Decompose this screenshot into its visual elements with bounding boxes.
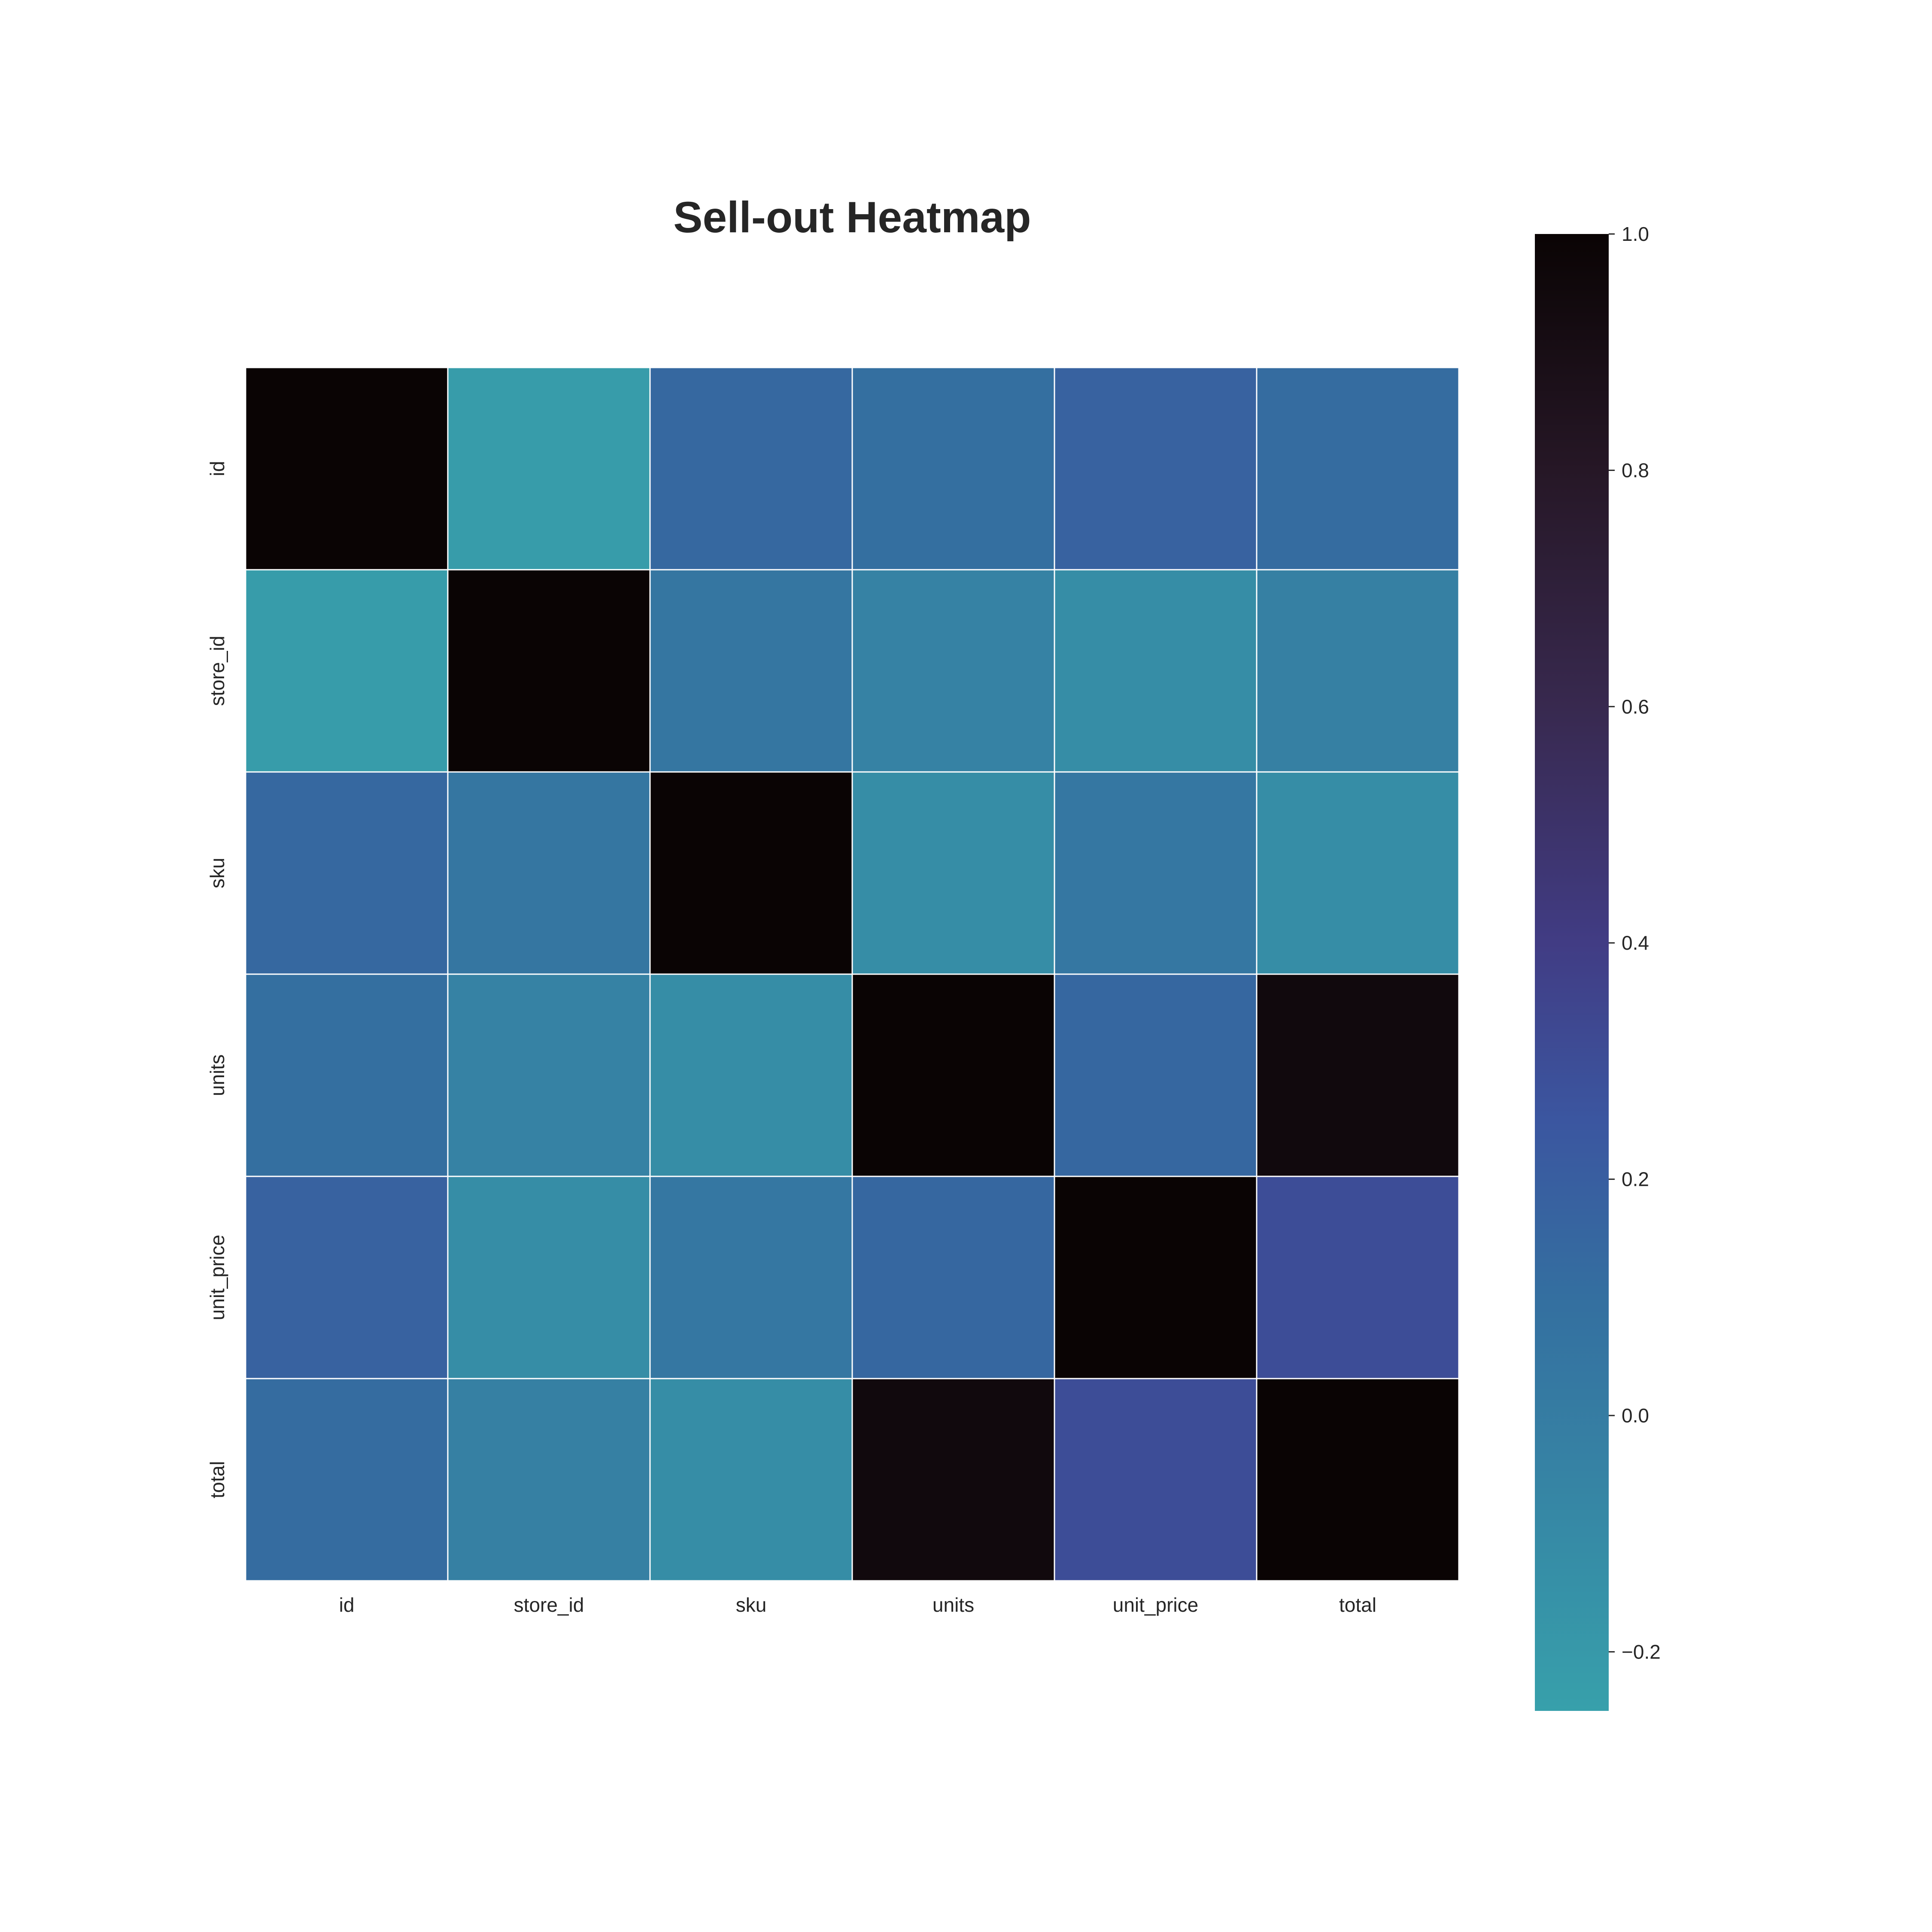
x-tick-label: units [933, 1594, 974, 1616]
y-tick-label: total [206, 1461, 228, 1498]
x-tick-label: store_id [514, 1594, 584, 1616]
heatmap-cell-store_id-store_id [447, 569, 651, 773]
colorbar-tick-label: 0.0 [1622, 1404, 1649, 1427]
heatmap-cell-unit_price-units [851, 1176, 1055, 1379]
heatmap-cell-unit_price-id [245, 1176, 449, 1379]
heatmap-cell-units-id [245, 973, 449, 1177]
chart-title: Sell-out Heatmap [673, 193, 1031, 242]
heatmap-cell-units-sku [649, 973, 853, 1177]
heatmap-cell-total-unit_price [1054, 1378, 1258, 1582]
heatmap-cell-store_id-units [851, 569, 1055, 773]
heatmap-cell-sku-units [851, 771, 1055, 975]
colorbar-tick-label: 0.4 [1622, 932, 1649, 954]
colorbar-tick-label: −0.2 [1622, 1640, 1661, 1663]
heatmap-cell-id-id [245, 367, 449, 571]
heatmap-cell-store_id-id [245, 569, 449, 773]
heatmap-cell-total-sku [649, 1378, 853, 1582]
heatmap-cell-sku-store_id [447, 771, 651, 975]
heatmap-cell-unit_price-total [1256, 1176, 1460, 1379]
x-tick-label: total [1339, 1594, 1376, 1616]
heatmap-cell-id-unit_price [1054, 367, 1258, 571]
heatmap-cell-unit_price-sku [649, 1176, 853, 1379]
heatmap-cell-units-store_id [447, 973, 651, 1177]
heatmap-cell-unit_price-store_id [447, 1176, 651, 1379]
heatmap-cell-id-total [1256, 367, 1460, 571]
heatmap-cell-sku-total [1256, 771, 1460, 975]
x-tick-label: sku [736, 1594, 767, 1616]
heatmap-cell-total-id [245, 1378, 449, 1582]
heatmap-cell-store_id-unit_price [1054, 569, 1258, 773]
heatmap-cell-units-unit_price [1054, 973, 1258, 1177]
heatmap-cell-id-units [851, 367, 1055, 571]
heatmap-cell-unit_price-unit_price [1054, 1176, 1258, 1379]
colorbar-tick-label: 0.6 [1622, 696, 1649, 718]
heatmap-cell-sku-id [245, 771, 449, 975]
x-tick-label: id [339, 1594, 355, 1616]
y-tick-label: units [206, 1054, 228, 1096]
heatmap-cell-units-units [851, 973, 1055, 1177]
heatmap-cell-total-store_id [447, 1378, 651, 1582]
heatmap-cell-total-units [851, 1378, 1055, 1582]
y-tick-label: id [206, 461, 228, 477]
colorbar-tick-label: 0.8 [1622, 459, 1649, 481]
heatmap-cell-sku-sku [649, 771, 853, 975]
heatmap-cell-id-store_id [447, 367, 651, 571]
heatmap-cell-units-total [1256, 973, 1460, 1177]
colorbar-gradient [1535, 234, 1609, 1711]
heatmap-cell-id-sku [649, 367, 853, 571]
x-tick-label: unit_price [1113, 1594, 1198, 1616]
heatmap-cell-store_id-sku [649, 569, 853, 773]
colorbar-tick-label: 1.0 [1622, 223, 1649, 245]
heatmap-cells [245, 367, 1460, 1582]
y-tick-label: sku [206, 858, 228, 889]
y-tick-label: unit_price [206, 1235, 228, 1320]
x-axis-tick-labels: id store_id sku units unit_price total [339, 1594, 1376, 1616]
heatmap-cell-store_id-total [1256, 569, 1460, 773]
heatmap-cell-sku-unit_price [1054, 771, 1258, 975]
colorbar-tick-label: 0.2 [1622, 1168, 1649, 1191]
y-tick-label: store_id [206, 636, 228, 706]
heatmap-cell-total-total [1256, 1378, 1460, 1582]
colorbar: 1.0 0.8 0.6 0.4 0.2 0.0 −0.2 [1535, 223, 1661, 1711]
